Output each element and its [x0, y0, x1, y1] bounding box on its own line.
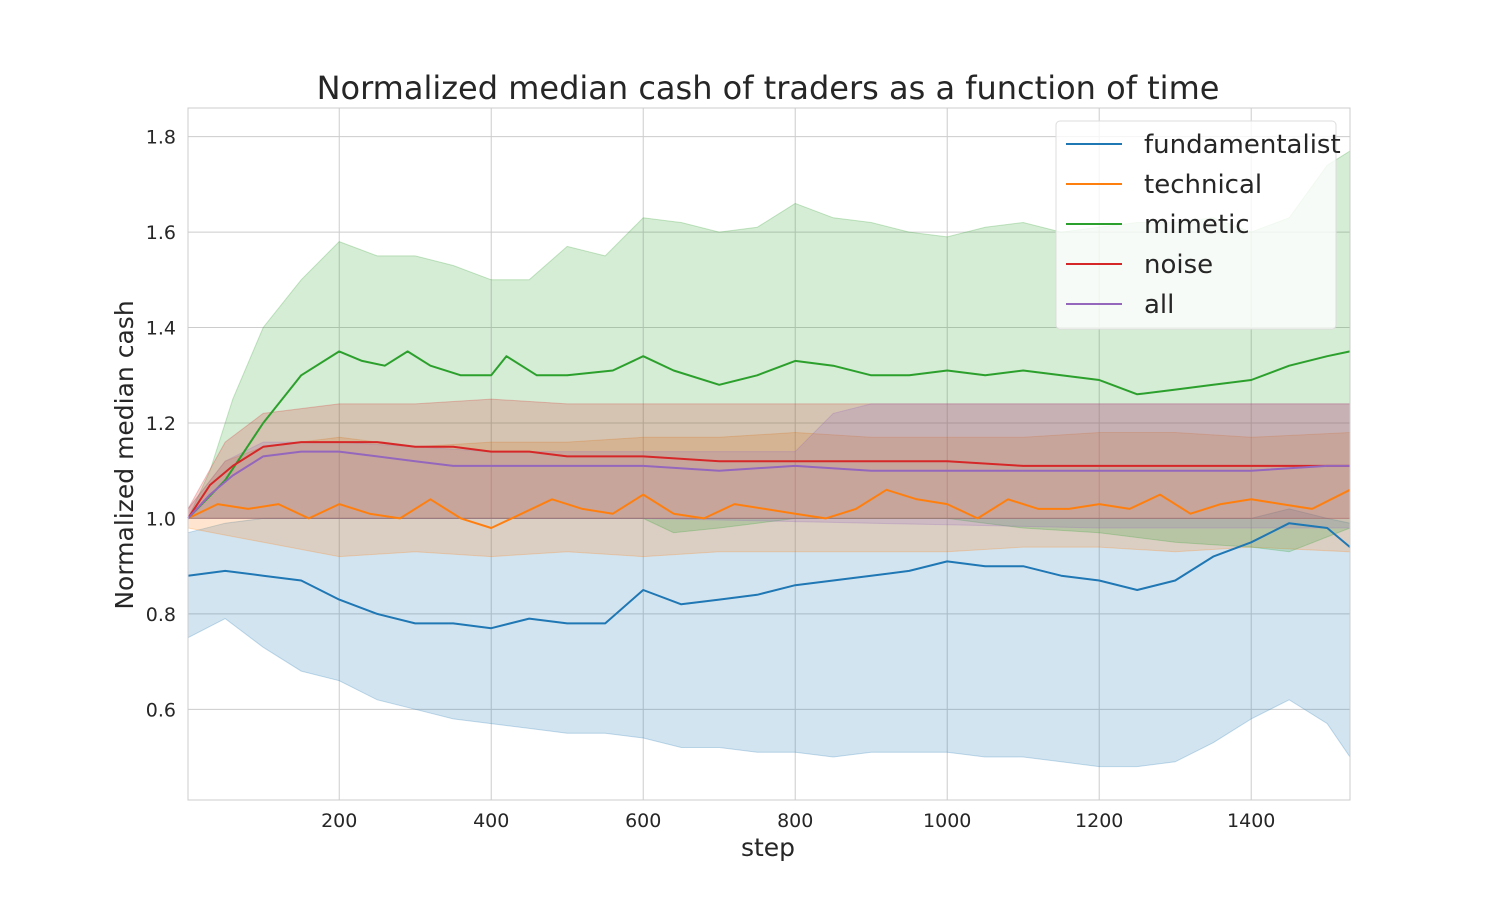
- legend: fundamentalist technical mimetic noise all: [1055, 120, 1341, 330]
- line-fundamentalist: [187, 522, 1351, 630]
- x-tick-label: 400: [473, 810, 509, 832]
- y-tick-label: 0.8: [146, 604, 176, 626]
- legend-box: [1055, 120, 1337, 330]
- legend-label-technical: technical: [1144, 170, 1262, 200]
- x-axis-label: step: [741, 833, 795, 862]
- x-tick-label: 1200: [1075, 810, 1123, 832]
- legend-label-noise: noise: [1144, 250, 1213, 280]
- line-all: [187, 450, 1350, 520]
- chart-title: Normalized median cash of traders as a f…: [317, 69, 1220, 107]
- y-tick-label: 1.4: [146, 318, 176, 340]
- y-axis-label: Normalized median cash: [110, 300, 139, 609]
- y-tick-label: 1.8: [146, 127, 176, 149]
- x-tick-label: 1400: [1227, 810, 1275, 832]
- x-tick-label: 600: [625, 810, 661, 832]
- x-tick-label: 800: [777, 810, 813, 832]
- y-tick-label: 1.6: [146, 222, 176, 244]
- line-noise: [187, 441, 1350, 519]
- plot-frame: [187, 107, 1351, 801]
- x-axis-ticks: 200 400 600 800 1000 1200 1400: [321, 810, 1275, 832]
- line-technical: [187, 488, 1351, 529]
- y-axis-ticks: 0.6 0.8 1.0 1.2 1.4 1.6 1.8: [146, 127, 176, 722]
- y-tick-label: 1.0: [146, 508, 176, 530]
- legend-label-all: all: [1144, 290, 1174, 320]
- legend-label-mimetic: mimetic: [1144, 210, 1250, 240]
- line-mimetic: [187, 350, 1351, 520]
- legend-label-fundamentalist: fundamentalist: [1144, 130, 1341, 160]
- y-tick-label: 1.2: [146, 413, 176, 435]
- x-tick-label: 200: [321, 810, 357, 832]
- y-tick-label: 0.6: [146, 699, 176, 721]
- x-tick-label: 1000: [923, 810, 971, 832]
